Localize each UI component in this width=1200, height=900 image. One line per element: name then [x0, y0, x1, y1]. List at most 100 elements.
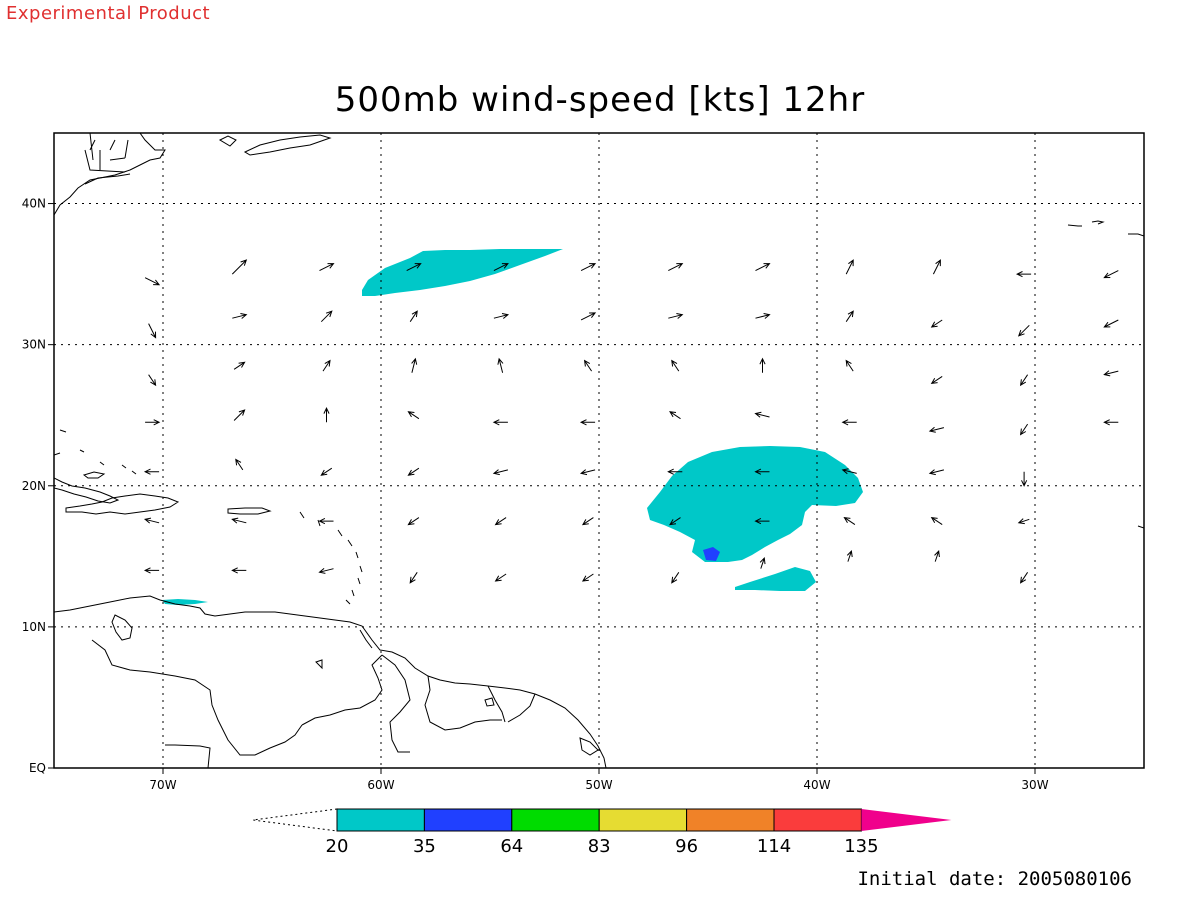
- lon-tick-label: 40W: [803, 778, 830, 792]
- wind-vector: [930, 516, 943, 526]
- wind-vector: [845, 259, 854, 275]
- border-suriname: [424, 675, 502, 731]
- coast-amazon-mouth: [579, 737, 599, 756]
- initial-date: Initial date: 2005080106: [857, 868, 1132, 890]
- shading-storm-max: [703, 547, 720, 561]
- wind-vector: [928, 426, 945, 433]
- border-guyana: [381, 654, 411, 753]
- wind-vector: [1019, 423, 1029, 436]
- wind-vector: [581, 573, 594, 582]
- border-venezuela-colombia: [91, 639, 303, 756]
- coast-east-atlantic-islands: [1067, 220, 1144, 529]
- wind-vector: [148, 323, 157, 339]
- wind-vector: [233, 409, 246, 421]
- wind-vector: [1103, 270, 1119, 279]
- wind-vector: [144, 277, 161, 286]
- lat-tick-label: EQ: [29, 761, 46, 775]
- shading-north-jet: [362, 249, 563, 296]
- experimental-product-label: Experimental Product: [6, 3, 211, 24]
- colorbar-swatch-3: [598, 808, 688, 832]
- coast-bahamas: [54, 429, 137, 475]
- wind-vector: [320, 467, 333, 476]
- coast-puerto-rico: [227, 507, 272, 515]
- lon-tick-label: 50W: [585, 778, 612, 792]
- wind-vector: [667, 468, 683, 475]
- wind-vector: [580, 263, 597, 272]
- wind-vector: [668, 263, 684, 272]
- wind-vector: [934, 550, 940, 562]
- wind-vector: [143, 567, 160, 574]
- coast-lesser-antilles: [299, 511, 363, 605]
- wind-vector: [409, 310, 418, 322]
- wind-vector: [407, 517, 420, 526]
- wind-vector: [148, 374, 157, 387]
- wind-vector: [497, 357, 504, 373]
- wind-vector: [320, 310, 333, 323]
- wind-vector: [671, 572, 680, 584]
- wind-vector: [1103, 319, 1119, 328]
- wind-vector: [846, 550, 853, 562]
- coast-small-islands: [315, 659, 495, 707]
- wind-vector: [755, 313, 771, 319]
- lat-tick-label: 10N: [22, 620, 46, 634]
- colorbar: 20 35 64 83 96 114 135: [252, 808, 952, 857]
- wind-vector: [409, 572, 418, 584]
- coast-state-lines: [84, 133, 129, 173]
- lat-tick-label: 30N: [22, 338, 46, 352]
- wind-vector: [580, 312, 597, 321]
- lon-tick-label: 60W: [367, 778, 394, 792]
- wind-vector: [754, 411, 770, 418]
- coastlines: [54, 133, 1144, 768]
- wind-vector: [579, 419, 596, 426]
- coast-lake-maracaibo: [111, 614, 133, 641]
- wind-vector: [493, 263, 509, 272]
- colorbar-level-label: 96: [675, 836, 698, 857]
- coast-hispaniola: [65, 493, 180, 515]
- wind-vector: [494, 573, 507, 582]
- colorbar-level-label: 114: [757, 836, 791, 857]
- wind-vector: [143, 468, 160, 475]
- lat-tick-label: 20N: [22, 479, 46, 493]
- wind-vector: [932, 259, 941, 275]
- coast-northeast-us: [54, 133, 166, 216]
- wind-vector: [407, 411, 420, 420]
- wind-vector: [583, 359, 593, 372]
- wind-vector: [843, 516, 856, 526]
- wind-vector: [318, 568, 334, 574]
- coast-orinoco-delta: [359, 629, 373, 649]
- map-axes: 70W 60W 50W 40W 30W EQ 10N 20N 30N 40N: [22, 197, 1049, 792]
- wind-vector: [579, 469, 596, 476]
- shading-storm-core: [647, 446, 863, 562]
- border-venezuela-brazil: [301, 654, 383, 726]
- wind-vector: [759, 357, 766, 373]
- wind-vector: [841, 419, 857, 426]
- wind-vector: [492, 419, 508, 426]
- wind-vector: [322, 359, 331, 372]
- wind-vector: [235, 458, 244, 471]
- colorbar-swatch-4: [686, 808, 775, 832]
- wind-vector: [845, 359, 854, 372]
- wind-vector: [930, 375, 943, 385]
- lon-tick-label: 30W: [1021, 778, 1048, 792]
- wind-vector: [581, 517, 594, 526]
- colorbar-level-label: 135: [844, 836, 878, 857]
- border-guianas: [487, 685, 536, 723]
- wind-vector: [492, 469, 509, 476]
- coast-river-south: [165, 744, 211, 768]
- wind-vector: [232, 313, 248, 319]
- wind-vector: [319, 263, 335, 272]
- wind-vector: [845, 310, 854, 322]
- wind-vector: [493, 313, 510, 319]
- coast-cuba: [54, 477, 120, 504]
- wind-vector: [1021, 471, 1028, 487]
- wind-vector: [668, 313, 684, 319]
- coast-south-america: [54, 595, 607, 768]
- wind-vector: [1103, 370, 1119, 377]
- wind-vectors: [143, 259, 1119, 584]
- wind-vector: [930, 319, 943, 328]
- wind-vector: [231, 259, 248, 275]
- colorbar-swatch-5: [773, 808, 862, 832]
- wind-vector: [145, 419, 161, 426]
- lon-tick-label: 70W: [149, 778, 176, 792]
- colorbar-level-label: 35: [413, 836, 436, 857]
